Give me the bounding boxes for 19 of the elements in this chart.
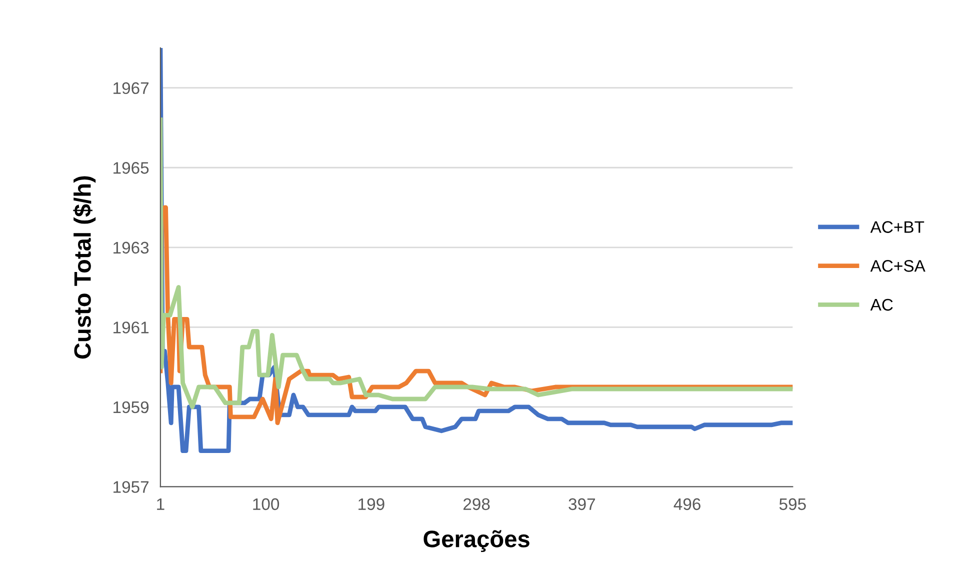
legend-label: AC <box>870 298 893 311</box>
legend-label: AC+BT <box>870 221 924 233</box>
y-tick-label: 1957 <box>114 481 148 493</box>
line-series <box>160 118 793 410</box>
x-tick-label: 1 <box>157 498 164 510</box>
x-tick-label: 397 <box>568 498 595 510</box>
legend-label: AC+SA <box>870 260 926 272</box>
y-tick-label: 1963 <box>114 242 149 254</box>
x-tick-label: 595 <box>779 498 806 510</box>
y-tick-label: 1961 <box>114 322 149 334</box>
x-tick-label: 298 <box>463 498 490 510</box>
y-tick-label: 1967 <box>114 82 148 94</box>
y-tick-label: 1959 <box>114 401 149 414</box>
x-axis-title: Gerações <box>424 530 530 552</box>
y-tick-label: 1965 <box>114 162 149 174</box>
x-tick-label: 199 <box>358 498 384 510</box>
y-axis-title: Custo Total ($/h) <box>73 176 96 359</box>
x-tick-label: 100 <box>253 498 280 510</box>
x-tick-label: 496 <box>674 498 700 510</box>
